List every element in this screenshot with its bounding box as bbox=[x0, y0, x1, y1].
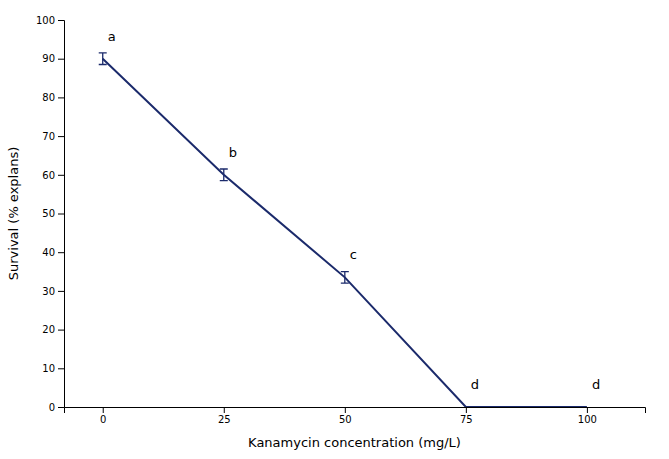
x-tick-label: 75 bbox=[460, 414, 473, 425]
y-tick: 40 bbox=[42, 247, 64, 258]
y-tick-label: 10 bbox=[42, 363, 55, 374]
x-axis-line bbox=[65, 408, 646, 414]
y-tick-mark bbox=[58, 20, 64, 21]
x-tick: 75 bbox=[460, 407, 473, 425]
y-tick-mark bbox=[58, 330, 64, 331]
y-tick-label: 100 bbox=[36, 15, 55, 26]
y-tick-label: 20 bbox=[42, 324, 55, 335]
line bbox=[103, 59, 587, 407]
plot-area: 0 25 50 75 100 0 10 20 30 40 50 60 70 80 90 100 a b c d d bbox=[36, 15, 646, 425]
error-bar bbox=[341, 272, 349, 284]
y-tick: 20 bbox=[42, 324, 64, 335]
y-tick-label: 90 bbox=[42, 53, 55, 64]
x-tick-label: 0 bbox=[100, 414, 106, 425]
y-axis-line bbox=[58, 21, 65, 408]
y-tick-mark bbox=[58, 214, 64, 215]
y-tick: 80 bbox=[42, 92, 64, 103]
x-tick-mark bbox=[224, 407, 225, 413]
annotation: d bbox=[471, 377, 479, 392]
y-tick-label: 30 bbox=[42, 286, 55, 297]
y-tick: 100 bbox=[36, 15, 64, 26]
x-tick-label: 100 bbox=[578, 414, 597, 425]
x-tick-mark bbox=[587, 407, 588, 413]
annotation: b bbox=[229, 145, 237, 160]
chart: 0 25 50 75 100 0 10 20 30 40 50 60 70 80 90 100 a b c d d Kan… bbox=[0, 0, 669, 459]
annotations: a b c d d bbox=[108, 29, 600, 392]
x-tick: 50 bbox=[339, 407, 352, 425]
x-axis-title: Kanamycin concentration (mg/L) bbox=[248, 435, 461, 450]
annotation: c bbox=[350, 247, 357, 262]
y-tick: 0 bbox=[49, 402, 64, 413]
y-axis-title: Survival (% explans) bbox=[6, 147, 21, 280]
x-tick: 0 bbox=[100, 407, 106, 425]
y-tick: 70 bbox=[42, 131, 64, 142]
y-tick-label: 80 bbox=[42, 92, 55, 103]
y-tick-mark bbox=[58, 252, 64, 253]
y-tick-mark bbox=[58, 368, 64, 369]
x-tick-label: 25 bbox=[218, 414, 231, 425]
y-tick-mark bbox=[58, 59, 64, 60]
error-bar bbox=[220, 169, 228, 181]
annotation: a bbox=[108, 29, 116, 44]
y-tick-label: 0 bbox=[49, 402, 55, 413]
y-tick-label: 40 bbox=[42, 247, 55, 258]
x-tick-mark bbox=[345, 407, 346, 413]
y-tick-mark bbox=[58, 175, 64, 176]
x-tick-mark bbox=[103, 407, 104, 413]
y-tick-label: 60 bbox=[42, 170, 55, 181]
y-tick-mark bbox=[58, 407, 64, 408]
y-tick: 90 bbox=[42, 53, 64, 64]
x-axis: 0 25 50 75 100 bbox=[65, 407, 646, 425]
y-tick: 60 bbox=[42, 170, 64, 181]
y-axis: 0 10 20 30 40 50 60 70 80 90 100 bbox=[36, 15, 65, 413]
y-tick: 50 bbox=[42, 208, 64, 219]
y-tick-mark bbox=[58, 97, 64, 98]
y-tick-label: 50 bbox=[42, 208, 55, 219]
marks bbox=[99, 53, 587, 407]
y-tick: 10 bbox=[42, 363, 64, 374]
annotation: d bbox=[592, 377, 600, 392]
y-tick: 30 bbox=[42, 286, 64, 297]
x-tick: 100 bbox=[578, 407, 597, 425]
x-tick-label: 50 bbox=[339, 414, 352, 425]
x-tick-mark bbox=[466, 407, 467, 413]
x-tick: 25 bbox=[218, 407, 231, 425]
y-tick-mark bbox=[58, 136, 64, 137]
y-tick-mark bbox=[58, 291, 64, 292]
y-tick-label: 70 bbox=[42, 131, 55, 142]
error-bar bbox=[99, 53, 107, 65]
